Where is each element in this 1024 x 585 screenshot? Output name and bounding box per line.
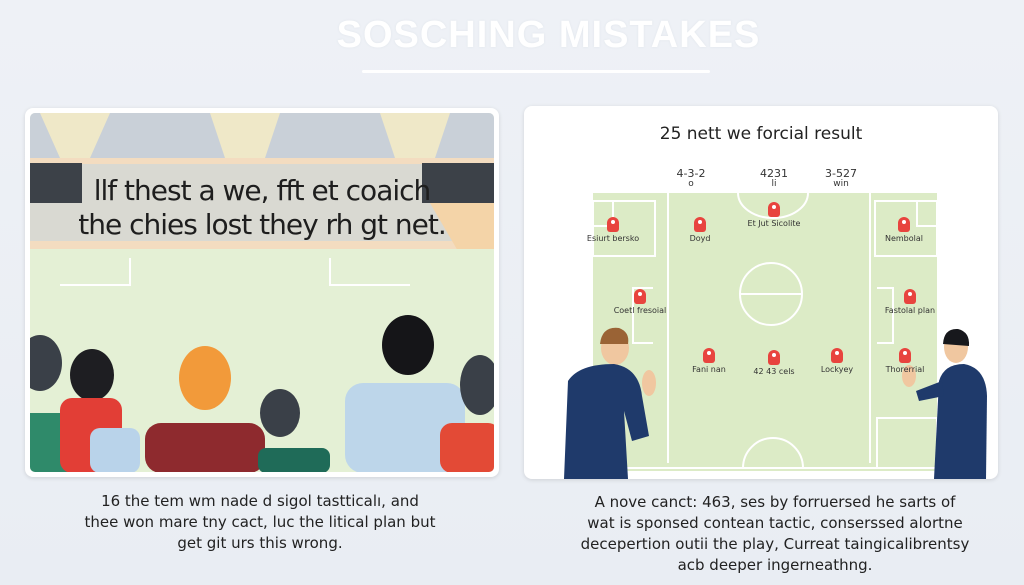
map-pin-icon (899, 348, 911, 363)
formation-label: 4231 li (749, 168, 799, 190)
marker-label: Doyd (689, 234, 711, 243)
page-title: SOSCHING MISTAKES (336, 14, 761, 56)
player-marker[interactable]: Fani nan (674, 348, 744, 374)
caption-line: acb deeper ingerneathng. (677, 556, 873, 574)
marker-label: Lockyey (820, 365, 854, 374)
left-panel: llf thest a we, fft et coaich the chies … (25, 108, 499, 477)
map-pin-icon (898, 217, 910, 232)
formation-sub: o (688, 179, 694, 189)
coaches-illustration (564, 327, 987, 479)
stadium-scene: llf thest a we, fft et coaich the chies … (30, 113, 494, 472)
marker-label: Et Jut Sicolite (747, 219, 801, 228)
caption-line: A nove canct: 463, ses by forruersed he … (594, 493, 956, 511)
map-pin-icon (831, 348, 843, 363)
caption-line: thee won mare tny cact, luc the litical … (84, 513, 436, 531)
marker-label: Fani nan (692, 365, 726, 374)
player-marker[interactable]: Et Jut Sicolite (739, 202, 809, 228)
player-marker[interactable]: Thorerrial (870, 348, 940, 374)
marker-label: 42 43 cels (753, 367, 795, 376)
map-pin-icon (607, 217, 619, 232)
stadium-illustration (30, 113, 494, 472)
player-marker[interactable]: Lockyey (802, 348, 872, 374)
formation-name: 4231 (760, 167, 788, 180)
tactics-pitch (593, 193, 937, 471)
map-pin-icon (694, 217, 706, 232)
right-caption: A nove canct: 463, ses by forruersed he … (555, 492, 995, 576)
formation-label: 4-3-2 o (666, 168, 716, 190)
marker-label: Fastolal plan (884, 306, 936, 315)
caption-line: decepertion outii the play, Curreat tain… (580, 535, 970, 553)
formation-name: 3-527 (825, 167, 857, 180)
player-marker[interactable]: 42 43 cels (739, 350, 809, 376)
formation-sub: li (771, 179, 777, 189)
player-marker[interactable]: Fastolal plan (875, 289, 945, 315)
player-marker[interactable]: Nembolal (869, 217, 939, 243)
player-marker[interactable]: Coetl fresoial (605, 289, 675, 315)
player-marker[interactable]: Doyd (665, 217, 735, 243)
right-panel: 25 nett we forcial result 4-3-2 o 4231 li … (524, 106, 998, 479)
left-caption: 16 the tem wm nade d sigol tastticalı, a… (60, 491, 460, 554)
marker-label: Nembolal (884, 234, 924, 243)
panel-title: 25 nett we forcial result (659, 124, 863, 144)
map-pin-icon (768, 350, 780, 365)
map-pin-icon (904, 289, 916, 304)
marker-label: Thorerrial (885, 365, 925, 374)
pitch-lines (593, 193, 937, 469)
title-underline (362, 70, 710, 73)
marker-label: Coetl fresoial (613, 306, 667, 315)
formation-sub: win (833, 179, 849, 189)
map-pin-icon (634, 289, 646, 304)
banner-line: the chies lost they rh gt net. (78, 208, 446, 241)
stadium-banner: llf thest a we, fft et coaich the chies … (30, 174, 494, 242)
caption-line: get git urs this wrong. (177, 534, 343, 552)
formation-name: 4-3-2 (676, 167, 706, 180)
map-pin-icon (768, 202, 780, 217)
map-pin-icon (703, 348, 715, 363)
caption-line: wat is sponsed contean tactic, consersse… (587, 514, 963, 532)
formation-label: 3-527 win (816, 168, 866, 190)
caption-line: 16 the tem wm nade d sigol tastticalı, a… (101, 492, 419, 510)
marker-label: Esiurt bersko (586, 234, 640, 243)
player-marker[interactable]: Esiurt bersko (578, 217, 648, 243)
banner-line: llf thest a we, fft et coaich (93, 174, 432, 207)
